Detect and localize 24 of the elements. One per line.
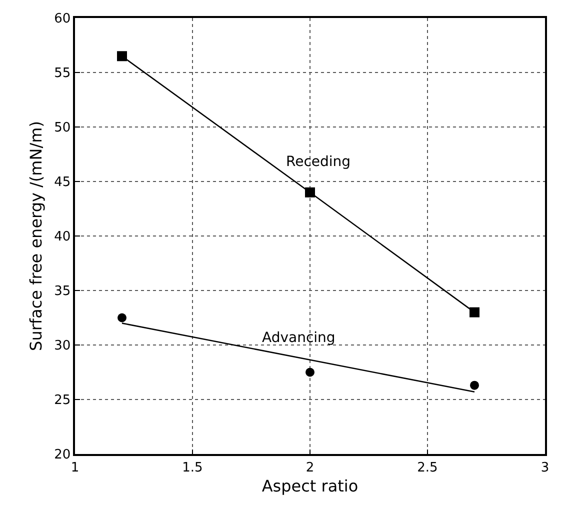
point [470,307,480,318]
point [117,51,127,62]
y-tick-label: 30 [54,338,71,354]
y-tick-label: 35 [54,284,71,300]
y-tick-label: 50 [54,120,71,136]
point [306,368,314,377]
y-tick-label: 45 [54,175,71,190]
y-tick-label: 25 [54,393,71,408]
y-tick-label: 60 [54,12,71,27]
point [118,313,126,322]
y-tick-label: 55 [54,66,71,82]
series-label: Receding [286,154,351,170]
point [470,380,479,390]
text: Advancing [262,330,336,346]
x-tick-label: 2.5 [417,460,438,476]
x-tick-label: 3 [540,460,550,476]
x-axis-title: Aspect ratio [262,476,358,496]
x-tick-label: 1.5 [182,460,203,476]
y-tick-label: 20 [54,448,71,463]
x-tick-label: 2 [306,460,314,476]
y-axis-title: Surface free energy /(mN/m) [26,121,46,351]
point [305,187,315,198]
x-tick-label: 1 [70,460,80,476]
y-tick-label: 40 [54,230,71,245]
